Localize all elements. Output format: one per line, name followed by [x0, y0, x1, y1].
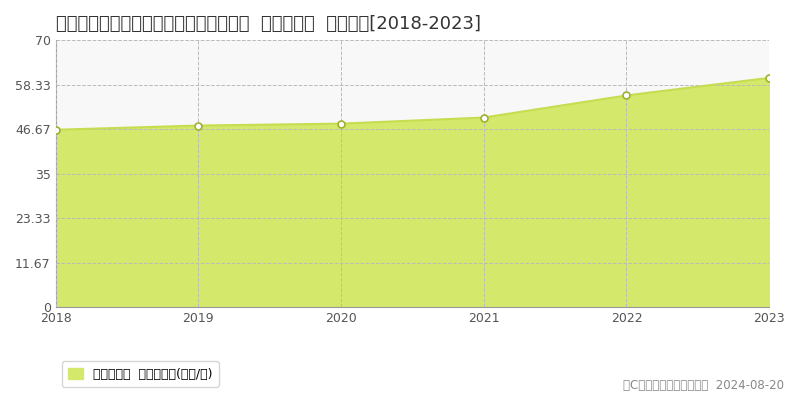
Text: 茨城県つくば市研究学園１丁目２番３外  基準地価格  地価推移[2018-2023]: 茨城県つくば市研究学園１丁目２番３外 基準地価格 地価推移[2018-2023]	[56, 15, 481, 33]
Legend: 基準地価格  平均嵪単価(万円/嵪): 基準地価格 平均嵪単価(万円/嵪)	[62, 362, 219, 387]
Text: （C）土地価格ドットコム  2024-08-20: （C）土地価格ドットコム 2024-08-20	[623, 379, 784, 392]
